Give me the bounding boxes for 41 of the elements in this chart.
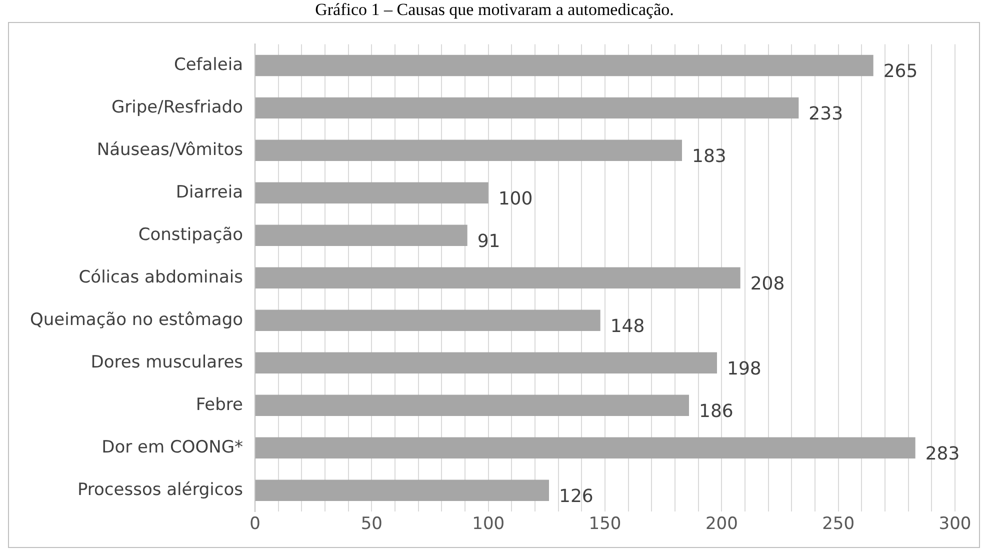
bar bbox=[256, 224, 468, 246]
x-tick-label: 200 bbox=[705, 514, 738, 534]
bar bbox=[256, 310, 600, 332]
y-tick-label: Queimação no estômago bbox=[30, 310, 244, 330]
data-label: 126 bbox=[559, 486, 594, 508]
bar bbox=[256, 97, 799, 119]
data-label: 183 bbox=[692, 146, 726, 168]
x-tick-label: 300 bbox=[938, 514, 972, 534]
bar bbox=[256, 437, 916, 458]
data-label: 198 bbox=[727, 358, 762, 380]
y-tick-label: Cólicas abdominais bbox=[78, 267, 244, 288]
bar bbox=[256, 480, 550, 501]
x-tick-label: 150 bbox=[588, 514, 622, 534]
bar bbox=[256, 182, 488, 204]
y-tick-label: Gripe/Resfriado bbox=[111, 97, 244, 118]
x-tick-label: 0 bbox=[250, 514, 260, 534]
chart-title: Gráfico 1 – Causas que motivaram a automedicação. bbox=[314, 0, 675, 20]
bar bbox=[256, 394, 690, 416]
x-tick-label: 250 bbox=[822, 514, 855, 534]
x-tick-label: 50 bbox=[360, 514, 382, 534]
bar bbox=[256, 54, 874, 76]
y-tick-label: Constipação bbox=[138, 224, 244, 245]
y-tick-label: Dores musculares bbox=[90, 352, 244, 372]
data-label: 186 bbox=[699, 401, 734, 422]
bar bbox=[256, 267, 740, 289]
y-tick-label: Febre bbox=[196, 394, 244, 415]
y-tick-label: Diarreia bbox=[176, 182, 244, 202]
y-tick-label: Cefaleia bbox=[174, 54, 244, 75]
y-tick-label: Náuseas/Vômitos bbox=[96, 140, 244, 160]
data-label: 233 bbox=[808, 104, 844, 125]
x-tick-label: 100 bbox=[472, 514, 505, 534]
bar bbox=[256, 352, 718, 374]
data-label: 208 bbox=[750, 274, 785, 295]
data-label: 148 bbox=[610, 316, 645, 338]
data-label: 91 bbox=[477, 231, 500, 252]
data-label: 100 bbox=[498, 188, 533, 210]
data-label: 283 bbox=[925, 444, 960, 465]
data-label: 265 bbox=[883, 61, 918, 82]
y-tick-label: Dor em COONG* bbox=[102, 437, 244, 458]
bar bbox=[256, 140, 682, 162]
y-tick-label: Processos alérgicos bbox=[77, 480, 244, 500]
